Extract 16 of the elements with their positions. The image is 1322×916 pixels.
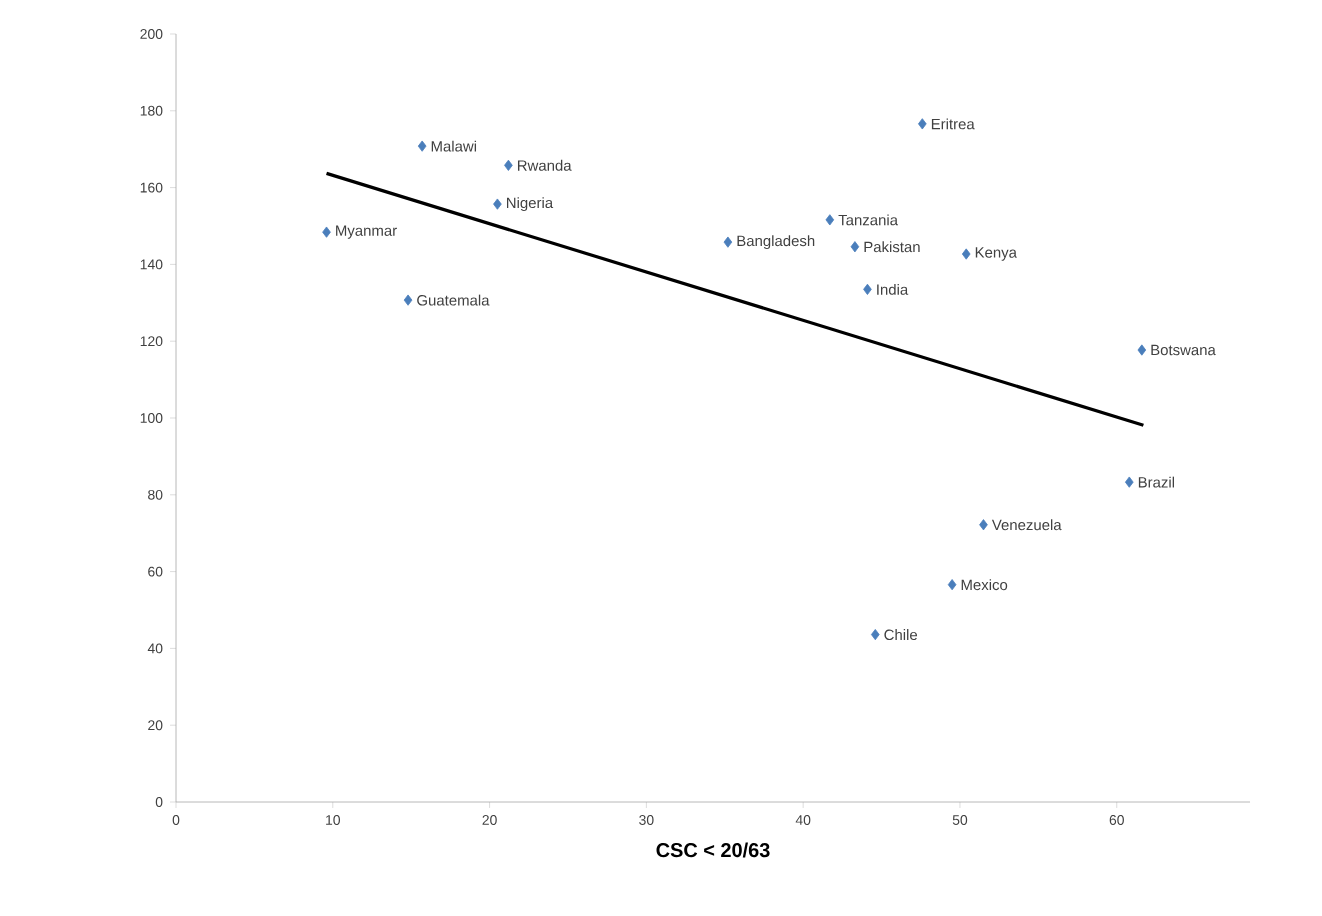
point: [863, 283, 872, 295]
point: [417, 140, 427, 152]
point: [403, 294, 413, 306]
point: [504, 159, 513, 171]
point: [979, 519, 988, 531]
point: [723, 236, 733, 248]
point: [918, 118, 927, 130]
point: [850, 241, 860, 253]
point: [1125, 476, 1134, 488]
point: [947, 579, 957, 591]
point: [961, 248, 971, 260]
point: [825, 214, 835, 226]
x-axis-title: CSC < 20/63: [656, 842, 770, 858]
point: [1137, 344, 1147, 356]
point: [493, 198, 502, 210]
point: [322, 226, 331, 238]
